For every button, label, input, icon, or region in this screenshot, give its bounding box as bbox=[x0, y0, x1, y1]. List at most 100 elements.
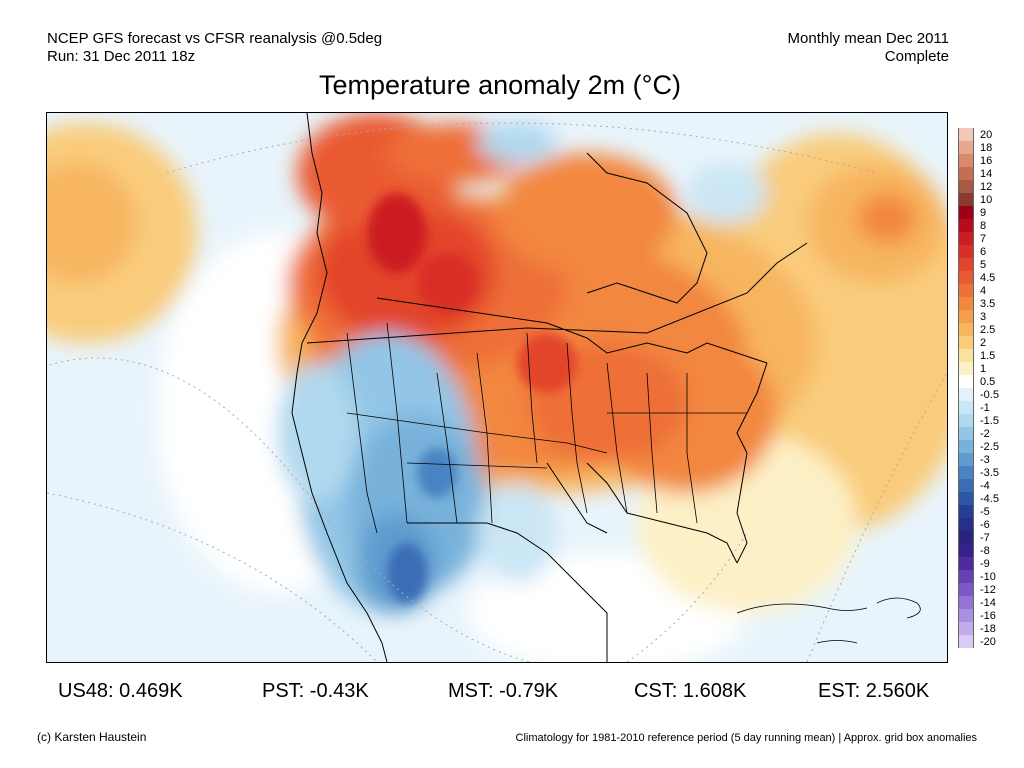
colorbar-cell bbox=[958, 141, 974, 154]
colorbar-cell bbox=[958, 492, 974, 505]
anomaly-core bbox=[367, 193, 577, 603]
colorbar-label: -2.5 bbox=[980, 441, 999, 453]
colorbar-label: -9 bbox=[980, 558, 990, 570]
colorbar-cell bbox=[958, 193, 974, 206]
stat-pst: PST: -0.43K bbox=[262, 680, 369, 702]
colorbar-cell bbox=[958, 609, 974, 622]
colorbar-cell bbox=[958, 570, 974, 583]
colorbar-cell bbox=[958, 284, 974, 297]
colorbar-cell bbox=[958, 336, 974, 349]
colorbar-label: 9 bbox=[980, 207, 987, 219]
colorbar-cell bbox=[958, 206, 974, 219]
colorbar-label: -10 bbox=[980, 571, 996, 583]
colorbar-cell bbox=[958, 362, 974, 375]
colorbar-label: -18 bbox=[980, 623, 996, 635]
colorbar-cell bbox=[958, 219, 974, 232]
colorbar-label: -6 bbox=[980, 519, 990, 531]
colorbar-cell bbox=[958, 323, 974, 336]
colorbar-label: -4.5 bbox=[980, 493, 999, 505]
colorbar-label: 3.5 bbox=[980, 298, 996, 310]
colorbar-label: 0.5 bbox=[980, 376, 996, 388]
stat-mst: MST: -0.79K bbox=[448, 680, 559, 702]
colorbar-cell bbox=[958, 479, 974, 492]
colorbar-label: -16 bbox=[980, 610, 996, 622]
model-description: NCEP GFS forecast vs CFSR reanalysis @0.… bbox=[47, 30, 383, 47]
colorbar-label: 18 bbox=[980, 142, 993, 154]
colorbar-cell bbox=[958, 154, 974, 167]
stat-cst: CST: 1.608K bbox=[634, 680, 747, 702]
caribbean-islands bbox=[736, 597, 921, 644]
stat-us48: US48: 0.469K bbox=[58, 680, 183, 702]
status-label: Complete bbox=[884, 48, 949, 65]
colorbar-label: -4 bbox=[980, 480, 990, 492]
colorbar-label: 3 bbox=[980, 311, 987, 323]
colorbar-cell bbox=[958, 505, 974, 518]
colorbar-label: 16 bbox=[980, 155, 993, 167]
colorbar-label: 1 bbox=[980, 363, 987, 375]
graticule bbox=[47, 122, 947, 662]
colorbar-label: -3 bbox=[980, 454, 990, 466]
colorbar-label: -7 bbox=[980, 532, 990, 544]
colorbar-cell bbox=[958, 440, 974, 453]
colorbar-cell bbox=[958, 349, 974, 362]
colorbar-cell bbox=[958, 414, 974, 427]
colorbar-label: 4 bbox=[980, 285, 987, 297]
colorbar-label: 4.5 bbox=[980, 272, 996, 284]
colorbar-cell bbox=[958, 388, 974, 401]
colorbar-label: 2 bbox=[980, 337, 987, 349]
period-label: Monthly mean Dec 2011 bbox=[787, 30, 949, 47]
colorbar-cell bbox=[958, 375, 974, 388]
colorbar-cell bbox=[958, 180, 974, 193]
colorbar-cell bbox=[958, 401, 974, 414]
colorbar-label: -20 bbox=[980, 636, 996, 648]
anomaly-map bbox=[46, 112, 948, 663]
colorbar-cell bbox=[958, 427, 974, 440]
run-time: Run: 31 Dec 2011 18z bbox=[47, 48, 196, 65]
colorbar-label: -8 bbox=[980, 545, 990, 557]
colorbar-cell bbox=[958, 557, 974, 570]
colorbar-cell bbox=[958, 466, 974, 479]
colorbar-label: 10 bbox=[980, 194, 993, 206]
copyright: (c) Karsten Haustein bbox=[37, 730, 147, 744]
colorbar-cell bbox=[958, 128, 974, 141]
colorbar-cell bbox=[958, 245, 974, 258]
colorbar-label: -1.5 bbox=[980, 415, 999, 427]
colorbar-cell bbox=[958, 232, 974, 245]
colorbar-cell bbox=[958, 297, 974, 310]
colorbar-label: -2 bbox=[980, 428, 990, 440]
colorbar-label: 5 bbox=[980, 259, 987, 271]
colorbar-label: 6 bbox=[980, 246, 987, 258]
colorbar-label: 12 bbox=[980, 181, 993, 193]
colorbar-label: -3.5 bbox=[980, 467, 999, 479]
colorbar-label: -14 bbox=[980, 597, 996, 609]
header-right: Monthly mean Dec 2011 Complete bbox=[788, 30, 949, 66]
colorbar-label: -5 bbox=[980, 506, 990, 518]
colorbar-cell bbox=[958, 258, 974, 271]
colorbar-label: -0.5 bbox=[980, 389, 999, 401]
climatology-note: Climatology for 1981-2010 reference peri… bbox=[515, 732, 977, 744]
colorbar-cell bbox=[958, 596, 974, 609]
colorbar-cell bbox=[958, 635, 974, 648]
colorbar-cell bbox=[958, 531, 974, 544]
colorbar-cell bbox=[958, 583, 974, 596]
map-title: Temperature anomaly 2m (°C) bbox=[319, 70, 681, 100]
colorbar-cell bbox=[958, 453, 974, 466]
colorbar-label: 7 bbox=[980, 233, 987, 245]
colorbar-label: 2.5 bbox=[980, 324, 996, 336]
colorbar-cell bbox=[958, 544, 974, 557]
colorbar-label: -1 bbox=[980, 402, 990, 414]
colorbar-label: 8 bbox=[980, 220, 987, 232]
colorbar-label: -12 bbox=[980, 584, 996, 596]
header-left: NCEP GFS forecast vs CFSR reanalysis @0.… bbox=[47, 30, 382, 66]
colorbar-cell bbox=[958, 622, 974, 635]
colorbar-cell bbox=[958, 167, 974, 180]
colorbar-cell bbox=[958, 518, 974, 531]
state-borders bbox=[346, 322, 747, 534]
stat-est: EST: 2.560K bbox=[818, 680, 930, 702]
colorbar-cell bbox=[958, 271, 974, 284]
regional-stats: US48: 0.469K PST: -0.43K MST: -0.79K CST… bbox=[0, 680, 1024, 704]
colorbar-label: 20 bbox=[980, 129, 993, 141]
colorbar-cell bbox=[958, 310, 974, 323]
map-canvas bbox=[47, 113, 947, 662]
colorbar-label: 1.5 bbox=[980, 350, 996, 362]
